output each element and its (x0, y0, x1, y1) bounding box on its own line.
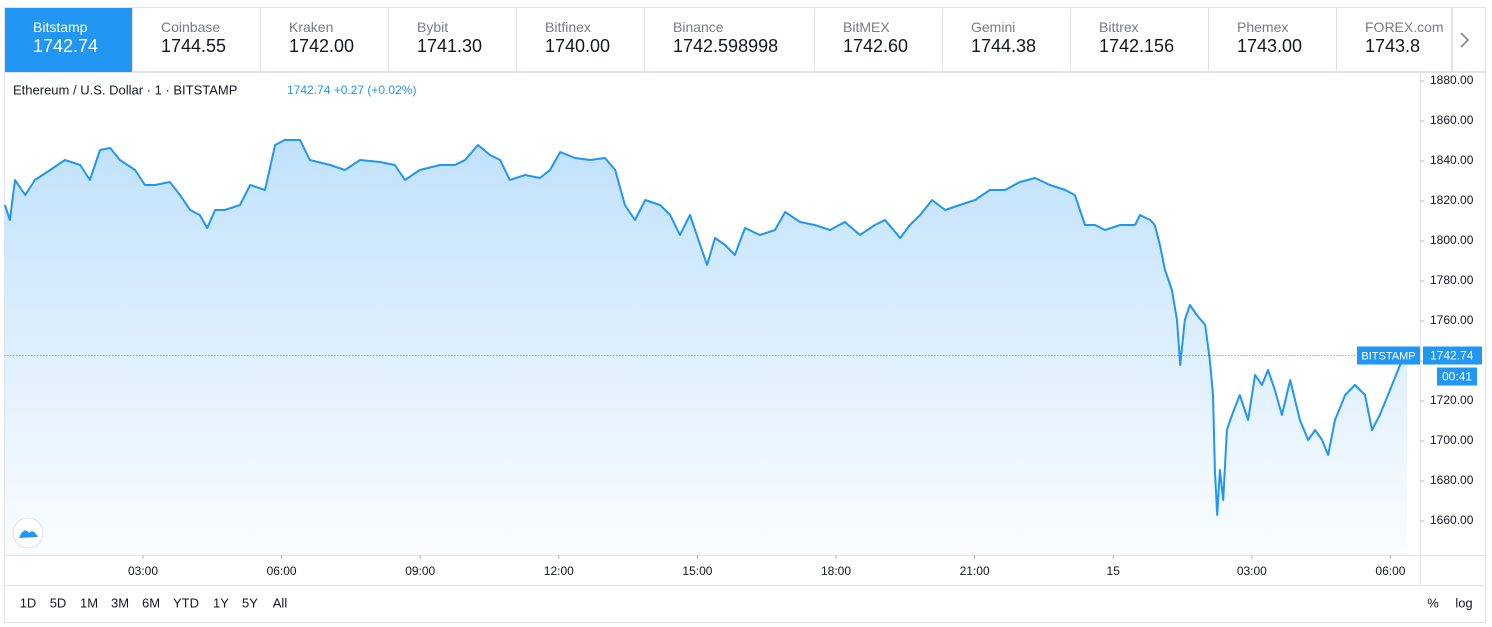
exchange-name: Kraken (289, 19, 334, 35)
legend-title: Ethereum / U.S. Dollar · 1 · BITSTAMP (13, 82, 237, 97)
exchange-tab[interactable]: Gemini 1744.38 (943, 8, 1071, 72)
exchange-name: Bittrex (1099, 19, 1139, 35)
x-tick-label: 09:00 (405, 564, 435, 578)
price-line (3, 139, 1408, 516)
y-tick-label: 1660.00 (1430, 513, 1474, 527)
range-button[interactable]: 5D (50, 595, 67, 610)
x-tick-label: 15 (1107, 564, 1121, 578)
exchange-tab[interactable]: Coinbase 1744.55 (133, 8, 261, 72)
exchange-name: Gemini (971, 19, 1016, 35)
last-price-bg (1423, 346, 1482, 365)
exchange-price: 1742.60 (843, 36, 909, 56)
chart-frame (4, 72, 1486, 623)
x-tick-label: 06:00 (1375, 564, 1405, 578)
exchange-price: 1743.00 (1237, 36, 1303, 56)
exchange-tab[interactable]: Binance 1742.598998 (645, 8, 815, 72)
range-button[interactable]: 1M (80, 595, 98, 610)
exchange-tab[interactable]: Phemex 1743.00 (1209, 8, 1337, 72)
x-tick-label: 03:00 (1237, 564, 1267, 578)
exchange-name: Bitstamp (33, 19, 88, 35)
legend-value: 1742.74 +0.27 (+0.02%) (287, 83, 416, 97)
range-button[interactable]: 3M (111, 595, 129, 610)
x-tick-label: 03:00 (128, 564, 158, 578)
exchange-name: Coinbase (161, 19, 221, 35)
x-tick-label: 21:00 (960, 564, 990, 578)
y-tick-label: 1720.00 (1430, 393, 1474, 407)
plot (3, 139, 1408, 555)
x-tick-label: 06:00 (267, 564, 297, 578)
range-button[interactable]: 5Y (242, 595, 258, 610)
countdown-bg (1437, 367, 1477, 386)
exchange-price: 1744.55 (161, 36, 227, 56)
area-fill (4, 140, 1408, 555)
exchange-tab[interactable]: Bitfinex 1740.00 (517, 8, 645, 72)
y-tick-label: 1820.00 (1430, 193, 1474, 207)
range-button[interactable]: YTD (173, 595, 199, 610)
range-button[interactable]: 1D (20, 595, 37, 610)
exchange-price: 1742.74 (33, 36, 99, 56)
series-tag-bg (1357, 346, 1420, 365)
exchange-tab[interactable]: Kraken 1742.00 (261, 8, 389, 72)
exchange-tab[interactable]: Bitstamp 1742.74 (5, 8, 133, 72)
range-button[interactable]: All (273, 595, 288, 610)
exchange-price: 1743.8 (1365, 36, 1421, 56)
exchange-tab[interactable]: Bybit 1741.30 (389, 8, 517, 72)
y-tick-label: 1700.00 (1430, 433, 1474, 447)
y-tick-label: 1760.00 (1430, 313, 1474, 327)
y-tick-label: 1860.00 (1430, 113, 1474, 127)
logo[interactable] (12, 517, 44, 549)
y-tick-label: 1680.00 (1430, 473, 1474, 487)
exchange-name: FOREX.com (1365, 19, 1444, 35)
y-tick-label: 1780.00 (1430, 273, 1474, 287)
exchange-price: 1742.156 (1099, 36, 1175, 56)
exchange-name: BitMEX (843, 19, 890, 35)
exchange-price: 1742.00 (289, 36, 355, 56)
y-tick-label: 1880.00 (1430, 73, 1474, 87)
exchange-name: Binance (673, 19, 724, 35)
countdown: 00:41 (1442, 370, 1472, 384)
tab-bar (4, 7, 1486, 72)
exchange-name: Bitfinex (545, 19, 591, 35)
exchange-tab[interactable]: FOREX.com 1743.8 (1337, 8, 1452, 72)
range-button[interactable]: 6M (142, 595, 160, 610)
series-tag: BITSTAMP (1361, 350, 1415, 362)
scroll-arrow[interactable] (1460, 32, 1470, 48)
exchange-tab[interactable]: Bittrex 1742.156 (1071, 8, 1209, 72)
scale-button[interactable]: log (1455, 595, 1472, 610)
y-tick-label: 1800.00 (1430, 233, 1474, 247)
range-button[interactable]: 1Y (213, 595, 229, 610)
scale-button[interactable]: % (1427, 595, 1439, 610)
x-tick-label: 18:00 (821, 564, 851, 578)
x-tick-label: 15:00 (682, 564, 712, 578)
exchange-name: Bybit (417, 19, 449, 35)
exchange-price: 1740.00 (545, 36, 611, 56)
exchange-tab[interactable]: BitMEX 1742.60 (815, 8, 943, 72)
last-price-label: 1742.74 (1430, 349, 1474, 363)
y-tick-label: 1840.00 (1430, 153, 1474, 167)
exchange-name: Phemex (1237, 19, 1289, 35)
exchange-price: 1741.30 (417, 36, 483, 56)
x-tick-label: 12:00 (544, 564, 574, 578)
exchange-price: 1744.38 (971, 36, 1037, 56)
exchange-price: 1742.598998 (673, 36, 779, 56)
